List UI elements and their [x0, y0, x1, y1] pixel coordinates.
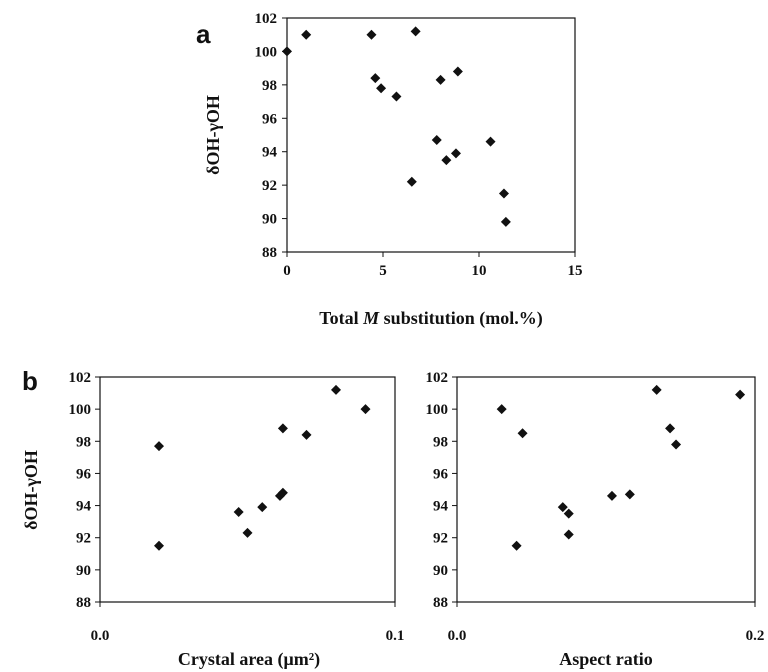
ytick-label: 88 — [262, 245, 277, 261]
data-point — [301, 429, 312, 440]
xtick-label: 0 — [283, 263, 291, 279]
data-point — [410, 26, 421, 37]
ytick-label: 102 — [426, 370, 449, 386]
xtick-label: 5 — [379, 263, 387, 279]
data-point — [360, 404, 371, 415]
ytick-label: 92 — [433, 531, 448, 547]
ytick-label: 98 — [262, 78, 277, 94]
plot-b1-points — [154, 384, 371, 551]
ytick-label: 96 — [262, 111, 278, 127]
plot-b2-ticks: 88 90 92 94 96 98 100 102 0.0 0.2 — [426, 370, 765, 644]
plot-b1-ylabel: δOH-γOH — [21, 450, 41, 530]
xtick-label: 10 — [472, 263, 487, 279]
ytick-label: 92 — [76, 531, 91, 547]
ytick-label: 102 — [69, 370, 92, 386]
data-point — [450, 148, 461, 159]
data-point — [301, 29, 312, 40]
data-point — [517, 428, 528, 439]
ytick-label: 102 — [255, 11, 278, 27]
data-point — [498, 188, 509, 199]
data-point — [257, 502, 268, 513]
data-point — [606, 490, 617, 501]
data-point — [441, 155, 452, 166]
ytick-label: 96 — [76, 466, 92, 482]
data-point — [624, 489, 635, 500]
data-point — [242, 527, 253, 538]
panel-a-label: a — [196, 19, 211, 49]
plot-a-ticks: 88 90 92 94 96 98 100 102 0 5 10 15 — [255, 11, 583, 279]
data-point — [406, 176, 417, 187]
plot-a-xlabel-part3: substitution (mol.%) — [379, 308, 543, 329]
data-point — [277, 487, 288, 498]
plot-a-ylabel: δOH-γOH — [203, 95, 223, 175]
ytick-label: 90 — [76, 563, 91, 579]
plot-b2-points — [496, 384, 746, 551]
plot-b1-frame — [99, 376, 396, 603]
data-point — [511, 540, 522, 551]
xtick-label: 0.2 — [746, 628, 765, 644]
xtick-label: 0.1 — [386, 628, 405, 644]
ytick-label: 90 — [262, 212, 277, 228]
plot-a-xlabel-part1: Total — [319, 308, 363, 328]
data-point — [366, 29, 377, 40]
panel-b-label: b — [22, 366, 38, 396]
plot-a-frame — [286, 17, 576, 253]
data-point — [563, 508, 574, 519]
ytick-label: 100 — [69, 402, 92, 418]
ytick-label: 98 — [76, 434, 91, 450]
xtick-label: 0.0 — [448, 628, 467, 644]
ytick-label: 92 — [262, 178, 277, 194]
data-point — [651, 384, 662, 395]
plot-a-points — [282, 26, 511, 227]
ytick-label: 94 — [76, 499, 92, 515]
data-point — [376, 83, 387, 94]
ytick-label: 100 — [255, 44, 278, 60]
data-point — [671, 439, 682, 450]
data-point — [557, 502, 568, 513]
data-point — [496, 404, 507, 415]
data-point — [154, 540, 164, 551]
ytick-label: 100 — [426, 402, 449, 418]
data-point — [370, 73, 381, 84]
data-point — [391, 91, 402, 102]
ytick-label: 94 — [433, 499, 449, 515]
plot-b2-xlabel: Aspect ratio — [559, 649, 652, 669]
data-point — [233, 507, 244, 517]
xtick-label: 15 — [568, 263, 583, 279]
data-point — [563, 529, 574, 540]
data-point — [435, 74, 446, 85]
data-point — [735, 389, 746, 400]
ytick-label: 98 — [433, 434, 448, 450]
plot-a-xlabel-italic: M — [362, 308, 380, 328]
data-point — [154, 441, 164, 452]
plot-b2-frame — [456, 376, 756, 603]
ytick-label: 90 — [433, 563, 448, 579]
ytick-label: 88 — [433, 595, 448, 611]
data-point — [282, 46, 292, 57]
plot-b1-ticks: 88 90 92 94 96 98 100 102 0.0 0.1 — [69, 370, 405, 644]
data-point — [331, 384, 341, 395]
data-point — [665, 423, 676, 434]
ytick-label: 94 — [262, 145, 278, 161]
data-point — [500, 216, 511, 227]
plot-b1-xlabel: Crystal area (μm²) — [178, 649, 320, 670]
data-point — [452, 66, 463, 77]
ytick-label: 88 — [76, 595, 91, 611]
data-point — [431, 135, 442, 146]
data-point — [485, 136, 496, 147]
plot-a-xlabel: Total M substitution (mol.%) — [319, 308, 542, 329]
ytick-label: 96 — [433, 466, 449, 482]
xtick-label: 0.0 — [91, 628, 110, 644]
data-point — [277, 423, 288, 434]
